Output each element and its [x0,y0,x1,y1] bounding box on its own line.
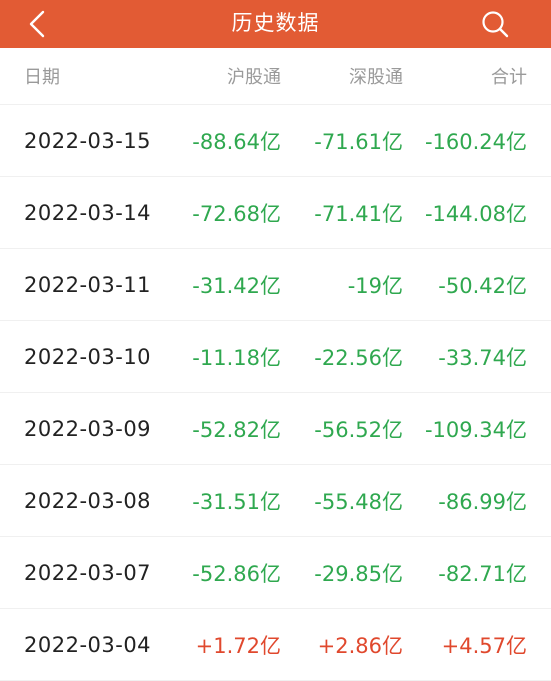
row-total-value: -160.24亿 [424,129,527,154]
row-total-value: -33.74亿 [438,345,527,370]
row-total-value: -50.42亿 [438,273,527,298]
row-sh-value: +1.72亿 [195,633,281,658]
row-date: 2022-03-08 [24,488,152,513]
row-date: 2022-03-14 [24,200,152,225]
row-date: 2022-03-15 [24,128,152,153]
row-date: 2022-03-09 [24,416,152,441]
row-sh-value: -31.51亿 [192,489,281,514]
row-sh-value: -88.64亿 [192,129,281,154]
column-header-total[interactable]: 合计 [491,67,527,88]
row-sz-value: -19亿 [347,273,403,298]
back-button[interactable] [22,7,52,41]
row-date: 2022-03-04 [24,632,152,657]
history-table: 日期 沪股通 深股通 合计 2022-03-15 -88.64亿 -71.61亿 -1… [0,48,551,681]
row-sz-value: -22.56亿 [314,345,403,370]
search-icon [482,11,509,38]
row-sz-value: +2.86亿 [317,633,403,658]
table-row[interactable]: 2022-03-10 -11.18亿 -22.56亿 -33.74亿 [0,321,551,393]
top-bar: 历史数据 [0,0,551,48]
search-button[interactable] [479,8,511,40]
row-sh-value: -52.82亿 [192,417,281,442]
row-sz-value: -29.85亿 [314,561,403,586]
table-row[interactable]: 2022-03-11 -31.42亿 -19亿 -50.42亿 [0,249,551,321]
row-sz-value: -71.61亿 [314,129,403,154]
row-sz-value: -55.48亿 [314,489,403,514]
column-header-sz[interactable]: 深股通 [349,67,403,88]
row-sz-value: -71.41亿 [314,201,403,226]
table-row[interactable]: 2022-03-15 -88.64亿 -71.61亿 -160.24亿 [0,105,551,177]
row-sz-value: -56.52亿 [314,417,403,442]
column-header-sh[interactable]: 沪股通 [227,67,281,88]
row-total-value: -82.71亿 [438,561,527,586]
row-total-value: -144.08亿 [424,201,527,226]
column-header-date: 日期 [24,67,60,88]
row-date: 2022-03-07 [24,560,152,585]
chevron-left-icon [29,10,45,38]
row-sh-value: -72.68亿 [192,201,281,226]
row-sh-value: -31.42亿 [192,273,281,298]
row-total-value: -109.34亿 [424,417,527,442]
row-date: 2022-03-10 [24,344,152,369]
row-total-value: +4.57亿 [441,633,527,658]
table-row[interactable]: 2022-03-09 -52.82亿 -56.52亿 -109.34亿 [0,393,551,465]
row-sh-value: -52.86亿 [192,561,281,586]
table-row[interactable]: 2022-03-07 -52.86亿 -29.85亿 -82.71亿 [0,537,551,609]
page-title: 历史数据 [231,11,320,35]
table-header: 日期 沪股通 深股通 合计 [0,48,551,105]
row-sh-value: -11.18亿 [192,345,281,370]
table-row[interactable]: 2022-03-08 -31.51亿 -55.48亿 -86.99亿 [0,465,551,537]
table-row[interactable]: 2022-03-04 +1.72亿 +2.86亿 +4.57亿 [0,609,551,681]
row-total-value: -86.99亿 [438,489,527,514]
table-row[interactable]: 2022-03-14 -72.68亿 -71.41亿 -144.08亿 [0,177,551,249]
row-date: 2022-03-11 [24,272,152,297]
